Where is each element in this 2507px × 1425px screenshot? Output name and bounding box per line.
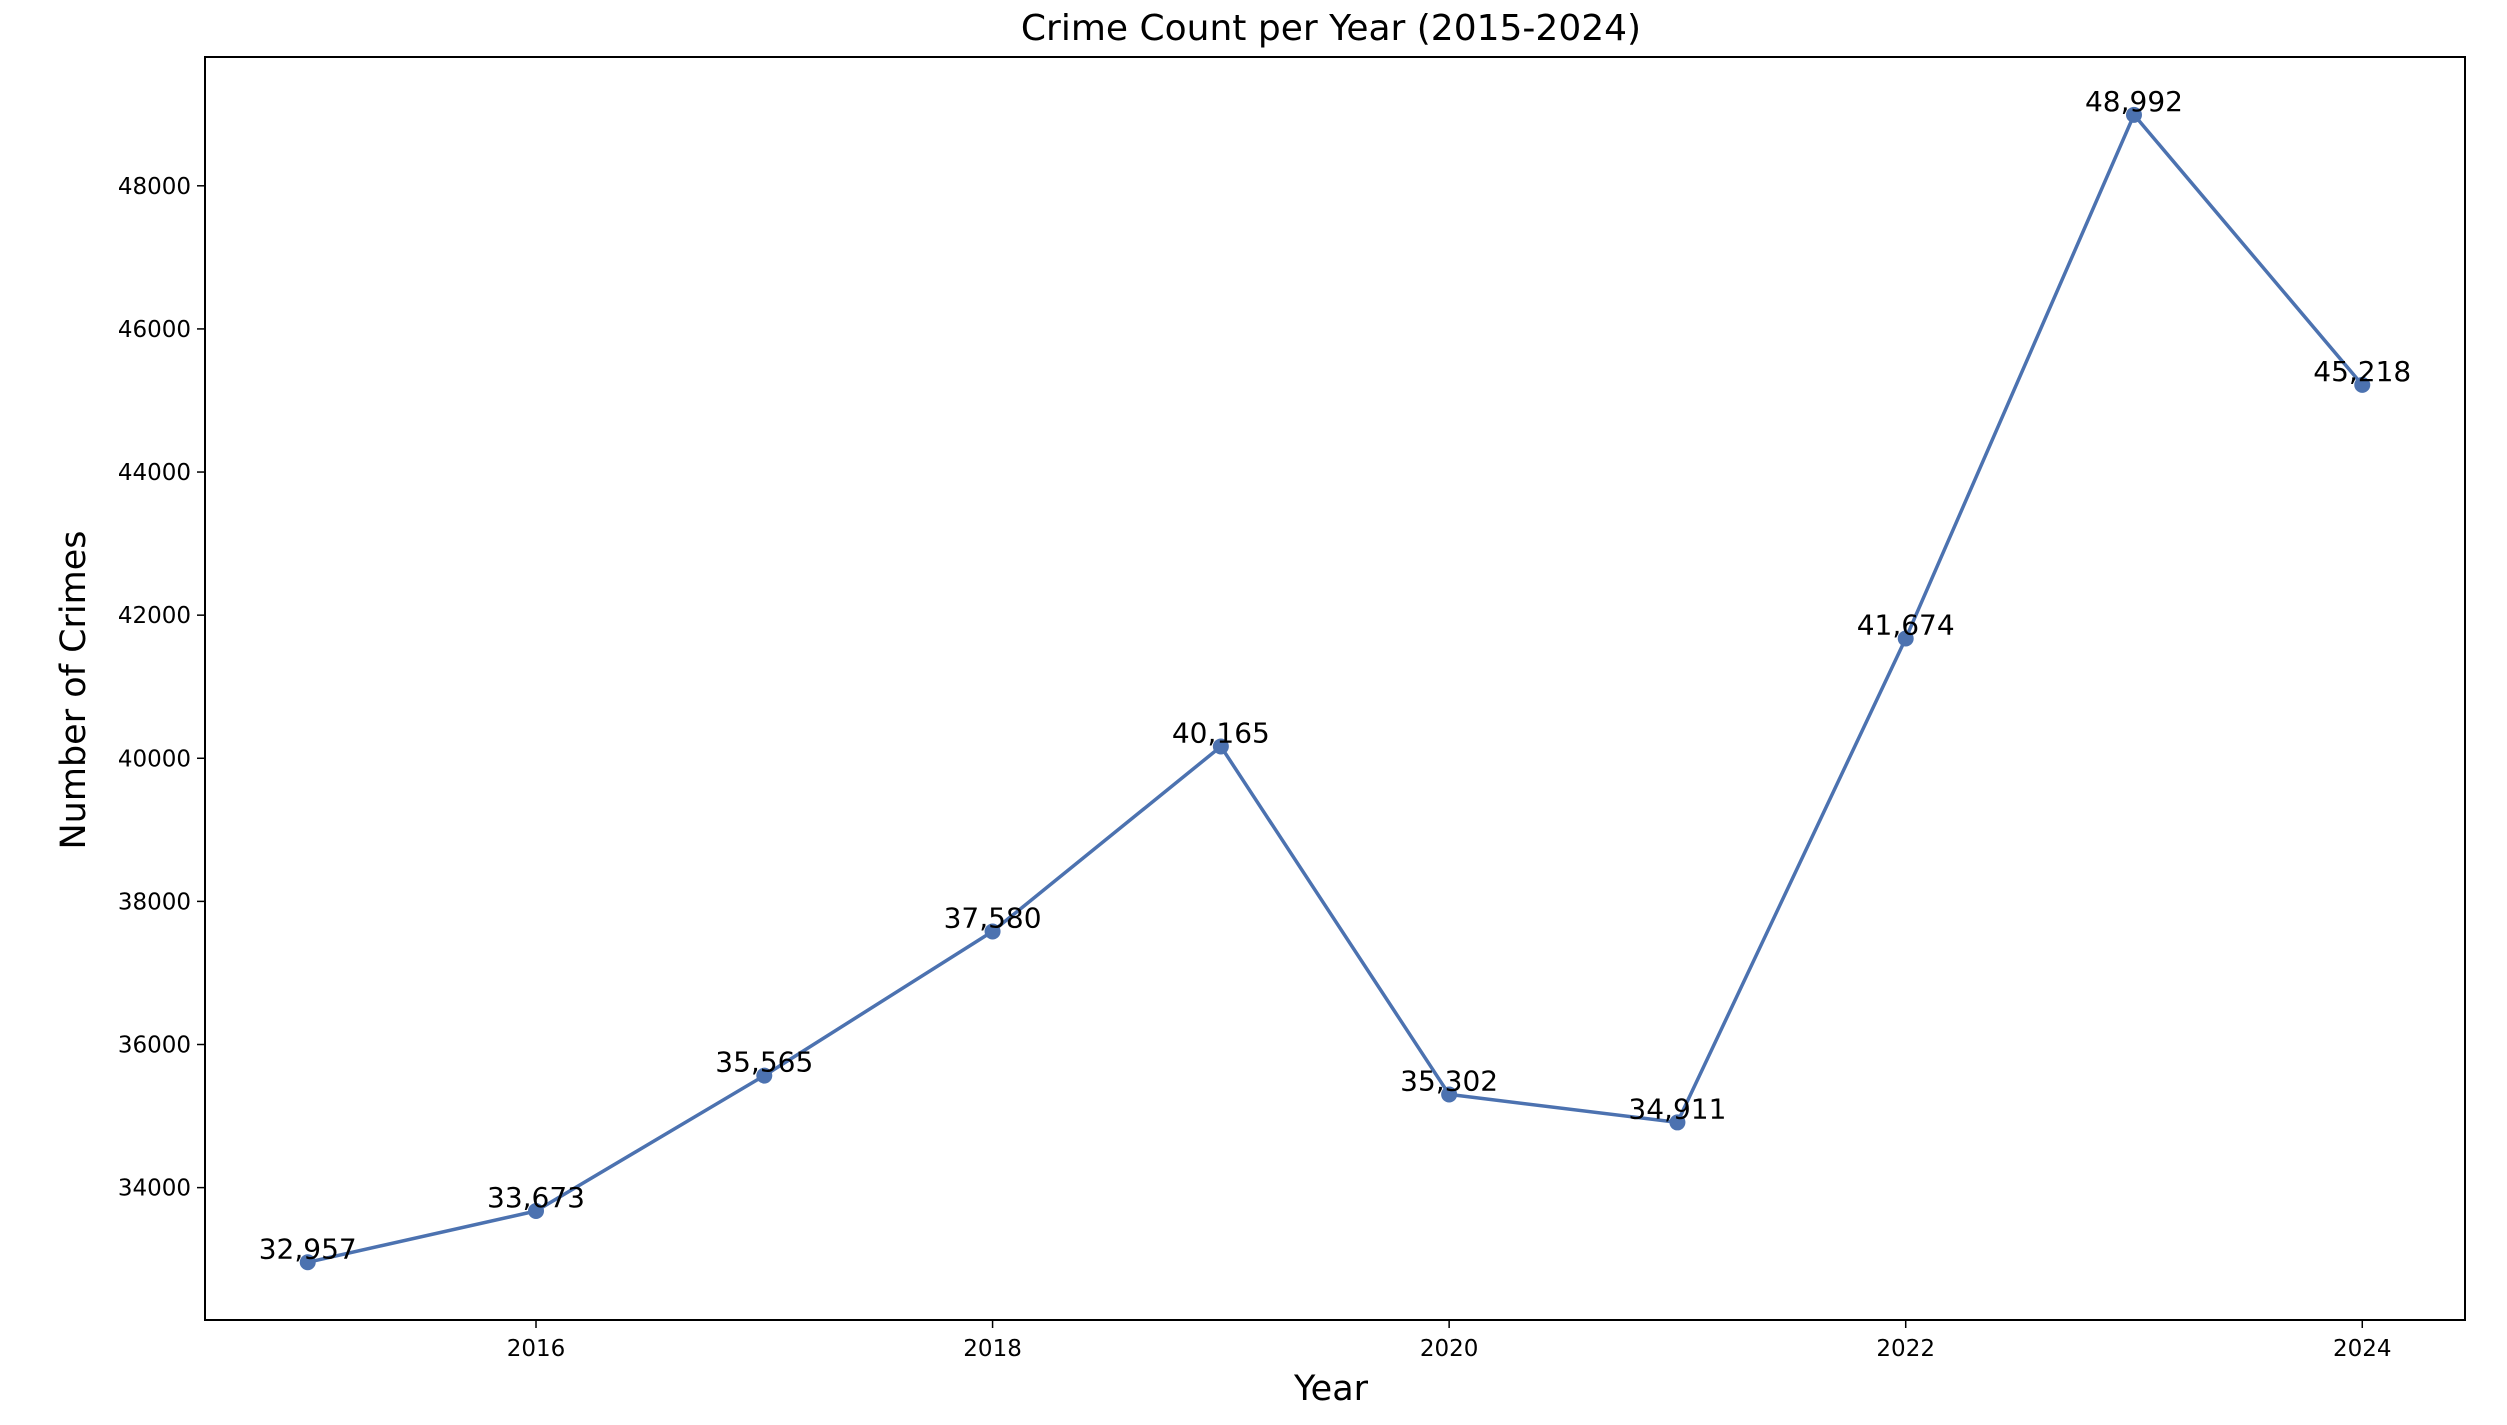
data-point-marker bbox=[1212, 738, 1229, 755]
data-label: 48,992 bbox=[2085, 85, 2183, 118]
data-point-marker bbox=[299, 1254, 316, 1271]
y-axis-title: Number of Crimes bbox=[54, 531, 94, 850]
data-label: 45,218 bbox=[2313, 355, 2411, 388]
data-label: 33,673 bbox=[487, 1181, 585, 1214]
data-label: 34,911 bbox=[1628, 1092, 1726, 1125]
y-tick-label: 38000 bbox=[118, 889, 191, 915]
y-tick-label: 36000 bbox=[118, 1033, 191, 1059]
x-tick-label: 2018 bbox=[963, 1336, 1022, 1362]
data-point-marker bbox=[1897, 630, 1914, 647]
y-tick-label: 44000 bbox=[118, 460, 191, 486]
chart-title: Crime Count per Year (2015-2024) bbox=[1021, 8, 1641, 49]
y-axis: 34000 36000 38000 40000 42000 44000 46000 48000 bbox=[118, 174, 205, 1202]
y-tick-label: 40000 bbox=[118, 746, 191, 772]
x-axis-title: Year bbox=[1293, 1369, 1369, 1409]
y-tick-label: 34000 bbox=[118, 1176, 191, 1202]
data-point-marker bbox=[1441, 1086, 1458, 1103]
x-axis: 2016 2018 2020 2022 2024 bbox=[507, 1320, 2392, 1362]
data-point-marker bbox=[1669, 1114, 1686, 1131]
data-point-marker bbox=[984, 923, 1001, 940]
data-label: 40,165 bbox=[1172, 716, 1270, 749]
x-tick-label: 2022 bbox=[1876, 1336, 1935, 1362]
data-point-marker bbox=[2354, 376, 2371, 393]
data-label: 32,957 bbox=[259, 1232, 357, 1265]
data-labels-layer: 32,957 33,673 35,565 37,580 40,165 35,302 34,9… bbox=[259, 85, 2412, 1265]
data-point-marker bbox=[756, 1067, 773, 1084]
x-tick-label: 2016 bbox=[507, 1336, 566, 1362]
data-label: 41,674 bbox=[1857, 608, 1955, 641]
data-label: 35,565 bbox=[715, 1046, 813, 1079]
y-tick-label: 46000 bbox=[118, 317, 191, 343]
data-point-marker bbox=[528, 1203, 545, 1220]
x-tick-label: 2024 bbox=[2333, 1336, 2392, 1362]
x-tick-label: 2020 bbox=[1420, 1336, 1479, 1362]
data-label: 37,580 bbox=[944, 901, 1042, 934]
series-line bbox=[307, 113, 2364, 1265]
plot-area-frame bbox=[204, 56, 2466, 1321]
series-layer bbox=[299, 106, 2371, 1271]
y-tick-label: 48000 bbox=[118, 174, 191, 200]
data-point-marker bbox=[2125, 106, 2142, 123]
y-tick-label: 42000 bbox=[118, 603, 191, 629]
data-label: 35,302 bbox=[1400, 1064, 1498, 1097]
